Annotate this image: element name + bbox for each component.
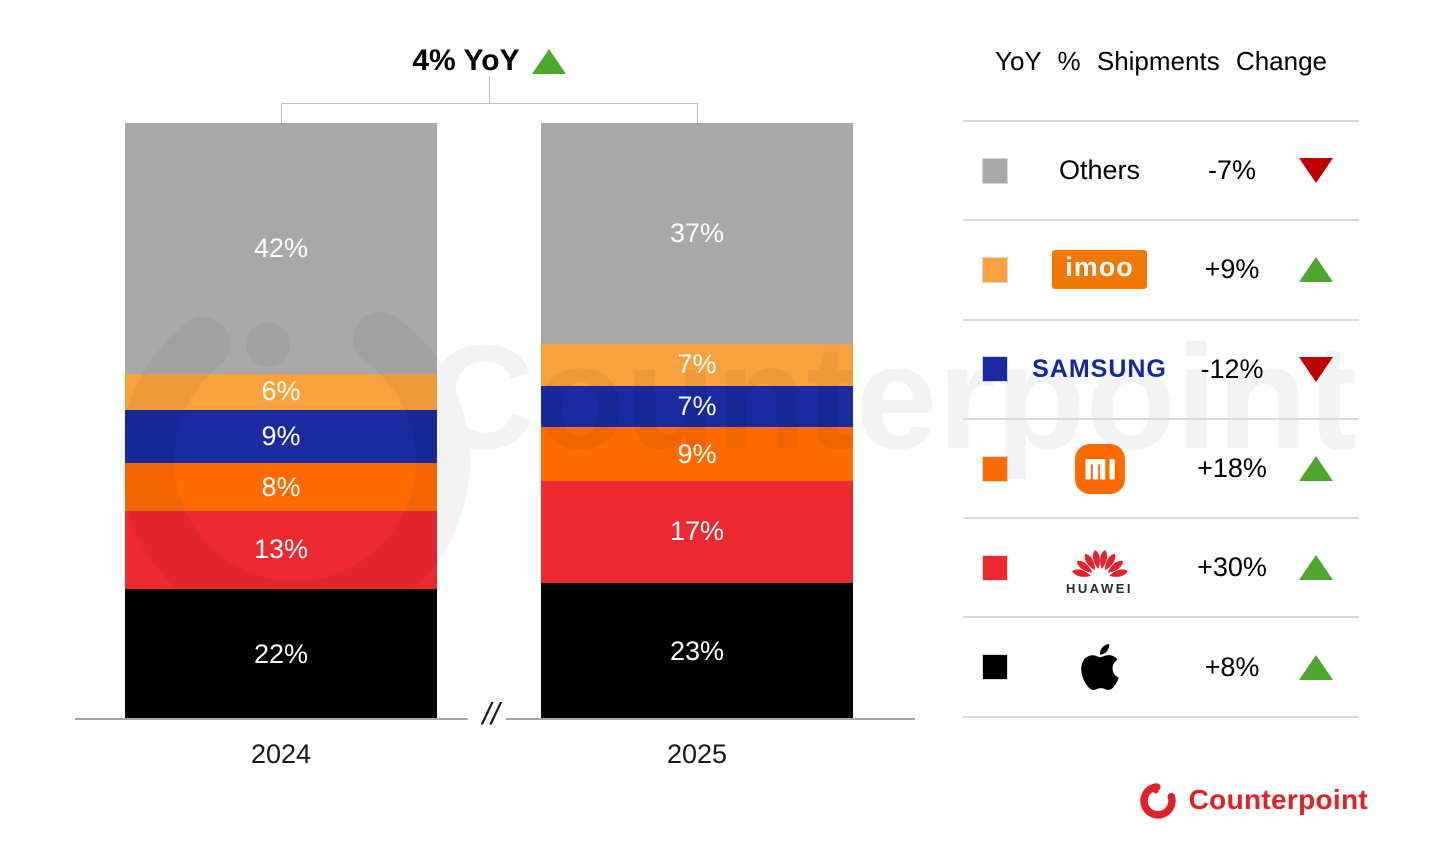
x-tick-2024: 2024 [250, 739, 312, 769]
bar-segment-apple-2024: 22% [125, 588, 437, 720]
stacked-bar-2024: 42% 6% 9% 8% 13% 22% [125, 123, 437, 720]
x-tick-2025: 2025 [666, 739, 728, 769]
counterpoint-logo-icon [1139, 783, 1176, 819]
segment-value-label: 22% [253, 638, 309, 669]
imoo-logo: imoo [1052, 250, 1147, 290]
legend-row-xiaomi: +18% [963, 420, 1359, 520]
apple-change-value: +8% [1204, 651, 1260, 682]
imoo-color-swatch [983, 257, 1007, 282]
segment-value-label: 8% [261, 471, 301, 502]
legend-row-others: Others -7% [963, 122, 1359, 222]
bar-segment-huawei-2025: 17% [541, 481, 853, 583]
up-triangle-icon [1298, 257, 1333, 283]
bracket-line [281, 103, 698, 104]
segment-value-label: 9% [677, 438, 717, 469]
up-triangle-icon [1298, 555, 1333, 581]
legend-row-huawei: HUAWEI +30% [963, 519, 1359, 619]
bar-segment-huawei-2024: 13% [125, 511, 437, 589]
huawei-wordmark: HUAWEI [1066, 580, 1133, 596]
up-triangle-icon [1298, 654, 1333, 680]
bar-segment-xiaomi-2024: 8% [125, 463, 437, 512]
segment-value-label: 13% [253, 534, 309, 565]
apple-logo [1080, 644, 1119, 691]
bar-segment-apple-2025: 23% [541, 582, 853, 720]
samsung-logo: SAMSUNG [1032, 354, 1167, 383]
segment-value-label: 9% [261, 420, 301, 451]
segment-value-label: 7% [677, 349, 717, 380]
xiaomi-change-value: +18% [1197, 453, 1267, 484]
counterpoint-brand: Counterpoint [1137, 779, 1368, 821]
legend-row-samsung: SAMSUNG -12% [963, 321, 1359, 420]
others-color-swatch [983, 158, 1007, 183]
legend-header: YoY % Shipments Change [995, 46, 1327, 76]
bar-segment-others-2025: 37% [541, 123, 853, 344]
segment-value-label: 37% [669, 217, 725, 248]
apple-color-swatch [983, 655, 1007, 680]
bar-segment-imoo-2025: 7% [541, 343, 853, 386]
axis-break-symbol: // [482, 696, 500, 731]
bar-segment-others-2024: 42% [125, 123, 437, 374]
bracket-line [697, 103, 698, 124]
samsung-color-swatch [983, 357, 1007, 382]
counterpoint-wordmark: Counterpoint [1188, 784, 1368, 815]
down-triangle-icon [1298, 158, 1333, 184]
down-triangle-icon [1298, 356, 1333, 382]
bar-segment-xiaomi-2025: 9% [541, 427, 853, 482]
segment-value-label: 23% [669, 635, 725, 666]
others-change-value: -7% [1207, 155, 1256, 186]
legend-row-apple: +8% [963, 618, 1359, 718]
imoo-change-value: +9% [1204, 254, 1260, 285]
segment-value-label: 6% [261, 376, 301, 407]
samsung-change-value: -12% [1200, 353, 1264, 384]
bar-segment-samsung-2024: 9% [125, 409, 437, 464]
huawei-color-swatch [983, 555, 1007, 580]
huawei-change-value: +30% [1197, 552, 1267, 583]
huawei-logo: HUAWEI [1066, 540, 1133, 596]
bar-segment-imoo-2024: 6% [125, 373, 437, 410]
legend-rows: Others -7% imoo +9% SAMSUNG -12% [963, 120, 1359, 718]
xiaomi-mi-logo [1074, 443, 1125, 494]
bracket-line [281, 103, 282, 124]
yoy-title-text: 4% YoY [412, 44, 520, 77]
x-axis-line [506, 718, 915, 720]
segment-value-label: 42% [253, 232, 309, 263]
segment-value-label: 17% [669, 516, 725, 547]
up-triangle-icon [1298, 456, 1333, 482]
x-axis-line [75, 718, 468, 720]
bar-segment-samsung-2025: 7% [541, 385, 853, 428]
yoy-title: 4% YoY [389, 44, 589, 78]
segment-value-label: 7% [677, 391, 717, 422]
stacked-bar-2025: 37% 7% 7% 9% 17% 23% [541, 123, 853, 720]
others-label: Others [1058, 155, 1141, 186]
bracket-line [489, 76, 490, 103]
legend-row-imoo: imoo +9% [963, 221, 1359, 321]
up-triangle-icon [531, 48, 566, 74]
xiaomi-color-swatch [983, 456, 1007, 481]
